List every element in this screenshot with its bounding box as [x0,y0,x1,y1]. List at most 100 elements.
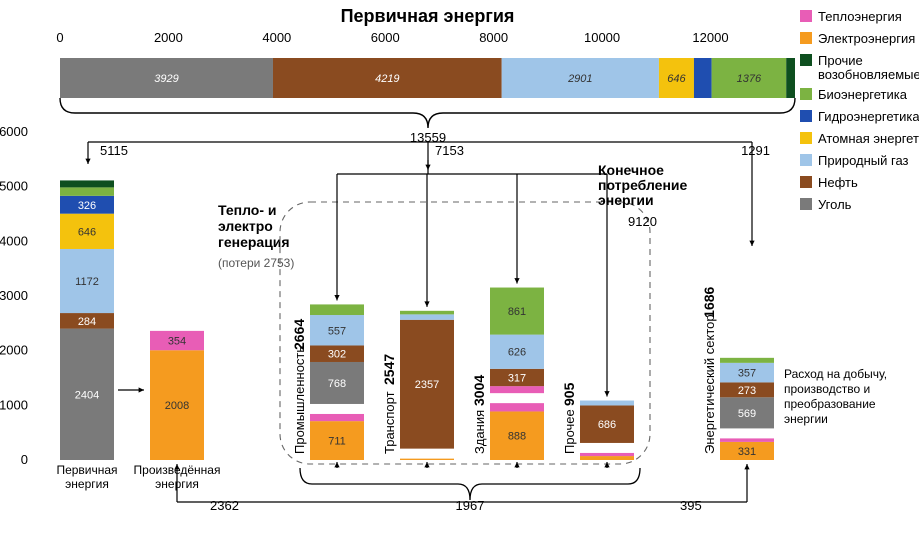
legend-swatch [800,54,812,66]
buildings-column-upper-segment [490,386,544,393]
other-vlabel: Прочее [562,409,577,454]
final-consumption-value: 9120 [628,214,657,229]
gen-title: Тепло- и [218,202,277,218]
flow-to-buildings-head [514,278,519,283]
other-vtotal: 905 [561,382,577,406]
legend-label: Природный газ [818,153,909,168]
energy-sector-note: Расход на добычу, [784,367,887,381]
top-axis-tick: 8000 [479,30,508,45]
primary-column-segment [60,180,114,187]
energy-sector-note: преобразование [784,397,876,411]
final-consumption-label: Конечное [598,162,664,178]
flow-to-transport-head [424,301,429,306]
transport-column-upper-value: 2357 [415,379,439,391]
legend-label: Биоэнергетика [818,87,908,102]
legend-swatch [800,110,812,122]
legend-swatch [800,88,812,100]
secondary-curly-bracket [300,468,640,500]
top-curly-bracket [60,98,795,128]
secondary-right-value: 395 [680,498,702,513]
gen-title: генерация [218,234,290,250]
transport-vtotal: 2547 [381,354,397,385]
energy-sector-column-upper-segment [720,358,774,363]
legend-label: Уголь [818,197,852,212]
primary-column-value: 646 [78,226,96,238]
industry-column-lower-value: 711 [328,436,346,448]
other-column-upper-segment [580,401,634,406]
primary-column-segment [60,187,114,195]
energy-sector-column-upper-value: 569 [738,408,756,420]
legend-swatch [800,10,812,22]
primary-to-produced-arrow-head [139,387,144,392]
buildings-column-upper-value: 317 [508,372,526,384]
top-axis-tick: 4000 [262,30,291,45]
legend-swatch [800,198,812,210]
legend-label: Теплоэнергия [818,9,902,24]
legend-swatch [800,154,812,166]
sec-to-industry-head [334,462,339,467]
transport-column-upper-segment [400,314,454,319]
primary-bar-segment [694,58,712,98]
energy-sector-column-upper-value: 357 [738,368,756,380]
buildings-vtotal: 3004 [471,375,487,406]
legend-label: Прочие [818,53,863,68]
primary-bar-value: 4219 [375,73,399,85]
primary-column-label-2: энергия [65,477,109,491]
final-consumption-label: энергии [598,192,654,208]
flow-to-other-head [604,391,609,396]
legend-label: Нефть [818,175,858,190]
primary-column-value: 1172 [75,276,99,288]
flow-left-arrow-head [85,159,90,164]
industry-column-upper-value: 302 [328,349,346,361]
primary-column-value: 284 [78,316,96,328]
energy-sector-note: производство и [784,382,870,396]
y-axis-tick: 4000 [0,233,28,248]
y-axis-tick: 0 [21,452,28,467]
industry-column-lower-segment [310,414,364,421]
y-axis-tick: 3000 [0,288,28,303]
secondary-left-value: 2362 [210,498,239,513]
sec-to-other-head [604,462,609,467]
buildings-column-upper-value: 861 [508,306,526,318]
industry-vlabel: Промышленность [292,346,307,454]
energy-sector-note: энергии [784,412,828,426]
primary-bar-value: 3929 [154,73,178,85]
transport-column-upper-segment [400,311,454,315]
legend-label: Электроэнергия [818,31,915,46]
transport-column-lower-segment [400,459,454,460]
produced-column-value: 2008 [165,400,189,412]
other-column-lower-segment [580,456,634,460]
buildings-column-upper-value: 626 [508,347,526,359]
top-axis-tick: 10000 [584,30,620,45]
primary-column-label-1: Первичная [56,463,117,477]
industry-column-upper-segment [310,304,364,315]
flow-right-arrow-head [749,241,754,246]
buildings-vlabel: Здания [472,410,487,454]
y-axis-tick: 6000 [0,124,28,139]
gen-loss: (потери 2753) [218,256,294,270]
energy-sector-column-upper-value: 273 [738,385,756,397]
legend-swatch [800,32,812,44]
other-column-lower-segment [580,453,634,456]
top-axis-tick: 6000 [371,30,400,45]
gen-title: электро [218,218,273,234]
legend-swatch [800,132,812,144]
flow-to-industry-head [334,295,339,300]
buildings-column-lower-segment [490,403,544,411]
energy-sector-vlabel: Энергетический сектор [702,314,717,454]
chart-title: Первичная энергия [341,6,515,26]
industry-vtotal: 2664 [291,319,307,350]
flow-center-value: 7153 [435,143,464,158]
legend-label: Гидроэнергетика [818,109,919,124]
y-axis-tick: 2000 [0,343,28,358]
top-axis-tick: 12000 [692,30,728,45]
primary-column-value: 2404 [75,389,99,401]
legend-label: возобновляемые [818,67,919,82]
top-axis-tick: 0 [56,30,63,45]
produced-column-value: 354 [168,336,186,348]
legend-swatch [800,176,812,188]
transport-vlabel: Транспорт [382,391,397,454]
industry-column-upper-value: 557 [328,325,346,337]
industry-column-upper-value: 768 [328,378,346,390]
final-consumption-label: потребление [598,177,688,193]
